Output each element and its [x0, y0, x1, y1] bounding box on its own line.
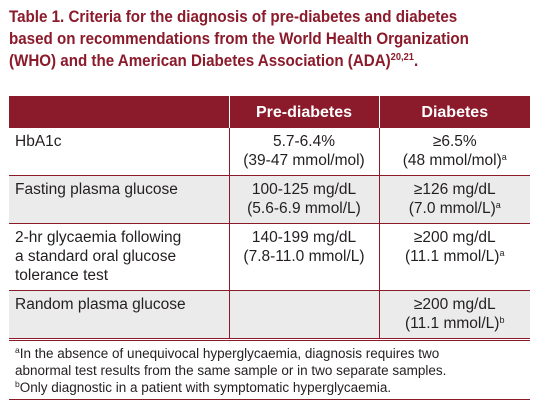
footnote-mark: b	[499, 315, 505, 325]
header-criterion	[9, 96, 229, 128]
cell-pre-diabetes: 100-125 mg/dL (5.6-6.9 mmol/L)	[228, 175, 379, 224]
row-label-text: tolerance test	[15, 267, 109, 284]
cell-line: 140-199 mg/dL	[251, 229, 357, 246]
cell-diabetes: ≥200 mg/dL (11.1 mmol/L)b	[378, 290, 530, 339]
footnote-text: In the absence of unequivocal hyperglyca…	[19, 346, 440, 361]
cell-line: (39-47 mmol/mol)	[243, 152, 365, 169]
cell-line: (7.0 mmol/L)	[408, 200, 496, 217]
cell-diabetes: ≥6.5% (48 mmol/mol)a	[378, 128, 530, 176]
footnote-text: Only diagnostic in a patient with sympto…	[19, 380, 392, 395]
row-label-ogtt: 2-hr glycaemia following a standard oral …	[9, 223, 229, 291]
cell-line: ≥200 mg/dL	[413, 229, 496, 246]
cell-line: ≥6.5%	[432, 133, 477, 150]
cell-line: (11.1 mmol/L)	[405, 248, 500, 265]
cell-line: (5.6-6.9 mmol/L)	[247, 200, 361, 217]
row-label-text: 2-hr glycaemia following	[15, 229, 182, 246]
caption-period: .	[413, 52, 419, 70]
table-caption: Table 1. Criteria for the diagnosis of p…	[9, 6, 497, 72]
header-diabetes: Diabetes	[378, 96, 530, 128]
table-row: 2-hr glycaemia following a standard oral …	[9, 223, 530, 291]
row-label-hba1c: HbA1c	[9, 128, 229, 176]
header-pre-diabetes: Pre-diabetes	[228, 96, 379, 128]
footnote-mark: b	[15, 379, 20, 389]
table-row: Fasting plasma glucose 100-125 mg/dL (5.6…	[9, 175, 530, 224]
row-label-text: Fasting plasma glucose	[15, 181, 178, 198]
row-label-text: a standard oral glucose	[15, 248, 177, 265]
caption-reference: 20,21	[390, 52, 414, 63]
cell-line: 100-125 mg/dL	[251, 181, 357, 198]
criteria-table: Pre-diabetes Diabetes HbA1c 5.7-6.4% (39-…	[9, 96, 530, 339]
cell-diabetes: ≥126 mg/dL (7.0 mmol/L)a	[378, 175, 530, 224]
cell-line: (11.1 mmol/L)	[405, 315, 500, 332]
row-label-random: Random plasma glucose	[9, 290, 229, 339]
caption-line-2: based on recommendations from the World …	[9, 30, 469, 48]
footnote-b: bOnly diagnostic in a patient with sympt…	[15, 379, 524, 396]
caption-line-1: Table 1. Criteria for the diagnosis of p…	[9, 8, 458, 26]
footnote-a-line-2: abnormal test results from the same samp…	[15, 363, 447, 378]
caption-line-3: (WHO) and the American Diabetes Associat…	[9, 50, 497, 72]
table-row: Random plasma glucose ≥200 mg/dL (11.1 mm…	[9, 290, 530, 339]
cell-line: 5.7-6.4%	[272, 133, 336, 150]
row-label-fasting: Fasting plasma glucose	[9, 175, 229, 224]
cell-line: (48 mmol/mol)	[402, 152, 502, 169]
cell-line: ≥200 mg/dL	[413, 296, 496, 313]
cell-pre-diabetes: 5.7-6.4% (39-47 mmol/mol)	[228, 128, 379, 176]
caption-line-3-text: (WHO) and the American Diabetes Associat…	[9, 52, 391, 70]
footnote-mark: a	[15, 345, 20, 355]
cell-pre-diabetes-empty	[228, 290, 379, 339]
footnote-mark: a	[499, 248, 505, 258]
row-label-text: Random plasma glucose	[15, 296, 186, 313]
table-footnotes: aIn the absence of unequivocal hyperglyc…	[9, 340, 530, 400]
cell-pre-diabetes: 140-199 mg/dL (7.8-11.0 mmol/L)	[228, 223, 379, 291]
footnote-mark: a	[501, 152, 507, 162]
cell-line: (7.8-11.0 mmol/L)	[243, 248, 365, 265]
footnote-a-line-1: aIn the absence of unequivocal hyperglyc…	[15, 345, 524, 362]
cell-line: ≥126 mg/dL	[413, 181, 496, 198]
table-row: HbA1c 5.7-6.4% (39-47 mmol/mol) ≥6.5% (48 …	[9, 128, 530, 176]
cell-diabetes: ≥200 mg/dL (11.1 mmol/L)a	[378, 223, 530, 291]
header-row: Pre-diabetes Diabetes	[9, 96, 530, 128]
footnote-mark: a	[495, 200, 501, 210]
row-label-text: HbA1c	[15, 133, 62, 150]
